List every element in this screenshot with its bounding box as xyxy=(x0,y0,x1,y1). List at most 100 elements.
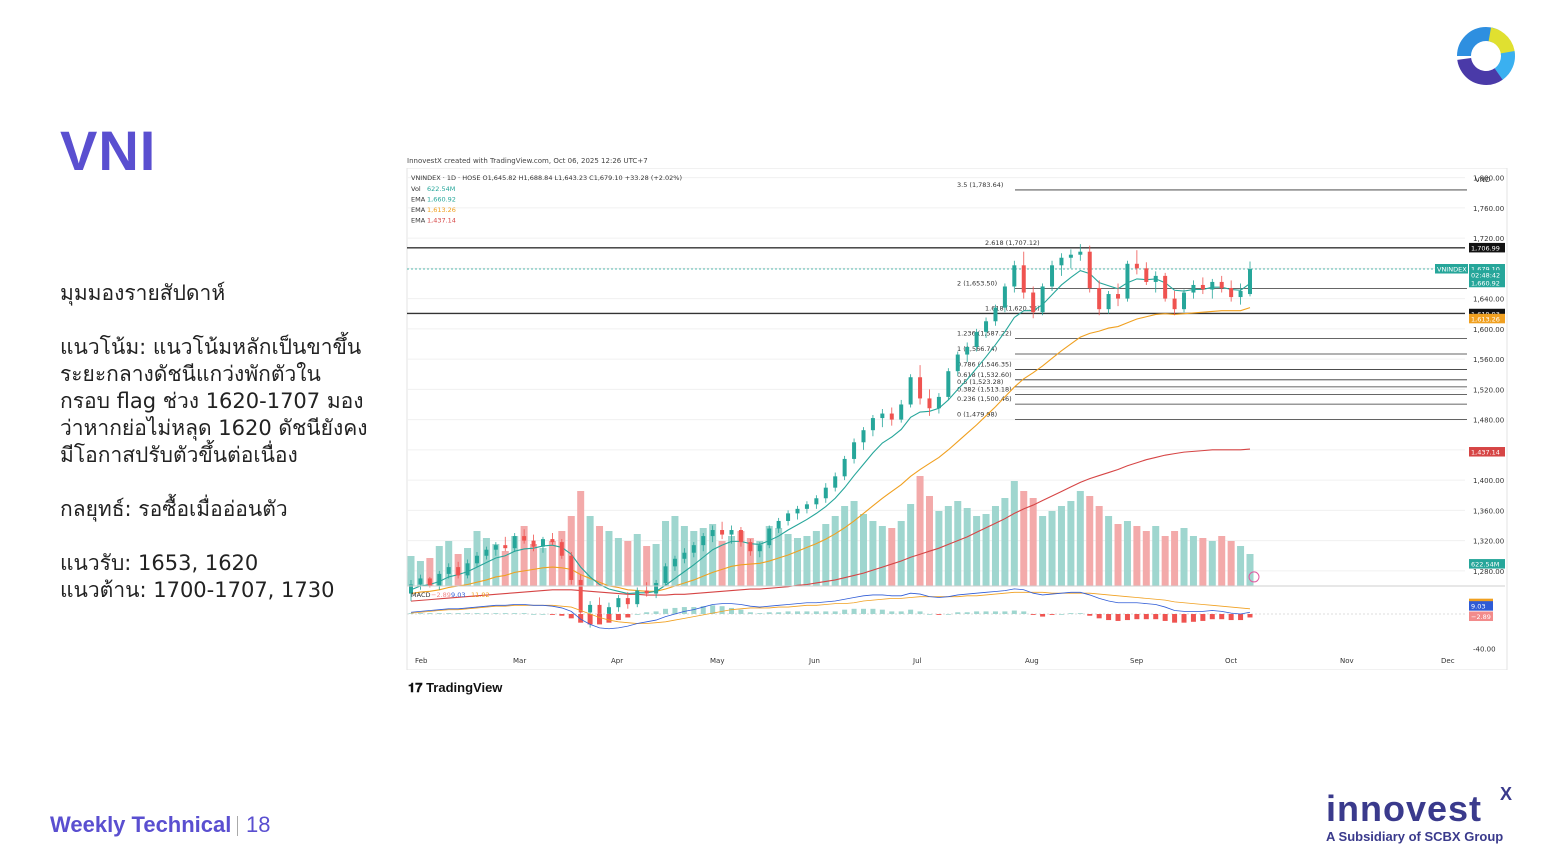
volume-bar xyxy=(1048,511,1056,586)
x-tick-label: Aug xyxy=(1025,657,1039,665)
page-number: 18 xyxy=(246,812,271,837)
fib-level-label: 3.5 (1,783.64) xyxy=(957,181,1003,189)
candle-body xyxy=(1059,257,1064,266)
price-badge-label: 02:48:42 xyxy=(1471,272,1500,280)
brand-x-mark: X xyxy=(1500,784,1513,804)
candle-body xyxy=(823,487,828,499)
volume-bar xyxy=(605,531,613,586)
macd-histogram-bar xyxy=(992,611,998,614)
macd-histogram-bar xyxy=(1058,614,1064,615)
candle-body xyxy=(1097,287,1102,310)
macd-histogram-bar xyxy=(860,608,866,614)
candle-body xyxy=(512,536,517,549)
innovest-ring-logo-icon xyxy=(1457,26,1515,85)
candle-body xyxy=(409,584,413,594)
price-badge xyxy=(1469,308,1505,319)
tradingview-mark-icon: 𝟏𝟕 xyxy=(408,680,427,695)
price-badge-label: VNINDEX xyxy=(1437,266,1467,274)
candle-body xyxy=(1002,286,1007,308)
price-badge-label: 1,437.14 xyxy=(1471,449,1500,457)
candle-body xyxy=(1078,251,1083,255)
macd-histogram-bar xyxy=(691,607,697,614)
macd-histogram-bar xyxy=(483,613,489,614)
macd-histogram-bar xyxy=(531,614,537,615)
macd-histogram-bar xyxy=(465,613,471,614)
volume-bar xyxy=(624,541,632,586)
macd-histogram-bar xyxy=(757,613,763,614)
price-badge xyxy=(1469,242,1505,253)
y-tick-label: 1,560.00 xyxy=(1473,356,1504,364)
x-tick-label: Mar xyxy=(513,657,526,665)
x-tick-label: May xyxy=(710,657,724,665)
macd-histogram-bar xyxy=(625,614,631,618)
macd-line xyxy=(410,588,1251,630)
candle-body xyxy=(899,404,904,420)
y-tick-label: 1,720.00 xyxy=(1473,235,1504,243)
candle-body xyxy=(569,555,574,580)
x-tick-label: Jul xyxy=(912,657,922,665)
volume-bar xyxy=(1189,536,1197,586)
ema-mid-line xyxy=(410,307,1251,595)
y-tick-label: 1,600.00 xyxy=(1473,326,1504,334)
y-tick-label: 1,360.00 xyxy=(1473,507,1504,515)
volume-bar xyxy=(859,514,867,586)
candle-body xyxy=(757,545,762,552)
macd-histogram-bar xyxy=(1181,614,1187,623)
macd-histogram-bar xyxy=(710,605,716,614)
ema-fast-line xyxy=(410,269,1251,595)
candle-body xyxy=(1182,292,1187,310)
candle-body xyxy=(870,418,875,431)
macd-histogram-bar xyxy=(1049,614,1055,615)
candle-body xyxy=(550,539,555,543)
candle-body xyxy=(1144,268,1149,282)
price-badge xyxy=(1469,313,1505,324)
volume-bar xyxy=(1208,541,1216,586)
price-badge xyxy=(1469,559,1505,569)
x-tick-label: Feb xyxy=(415,657,428,665)
macd-tick-label: -40.00 xyxy=(1473,646,1496,654)
macd-histogram-bar xyxy=(964,612,970,614)
price-badge xyxy=(1469,264,1505,274)
volume-bar xyxy=(662,521,670,586)
macd-histogram-bar xyxy=(955,612,961,614)
legend-value: 1,660.92 xyxy=(427,196,456,204)
candle-body xyxy=(427,578,432,586)
macd-histogram-bar xyxy=(823,611,829,614)
macd-histogram-bar xyxy=(512,613,518,614)
volume-bar xyxy=(1142,531,1150,586)
y-tick-label: 1,640.00 xyxy=(1473,296,1504,304)
candle-body xyxy=(776,520,781,529)
macd-histogram-bar xyxy=(615,614,621,621)
macd-histogram-bar xyxy=(597,614,603,625)
macd-histogram-bar xyxy=(587,614,593,625)
candle-body xyxy=(1125,263,1130,299)
macd-histogram-bar xyxy=(446,613,452,614)
candle-body xyxy=(418,578,423,585)
legend-value: 1,613.26 xyxy=(427,206,456,214)
candle-body xyxy=(606,607,611,615)
macd-histogram-bar xyxy=(879,609,885,614)
volume-bar xyxy=(633,534,641,586)
volume-bar xyxy=(1180,528,1188,586)
legend-label: EMA xyxy=(411,196,426,204)
candle-body xyxy=(1219,281,1224,288)
macd-histogram-bar xyxy=(1087,614,1093,616)
volume-bar xyxy=(511,536,519,586)
volume-bar xyxy=(991,506,999,586)
candle-body xyxy=(965,346,970,355)
weekly-view-text: มุมมองรายสัปดาห์ แนวโน้ม: แนวโน้มหลักเป็… xyxy=(60,280,390,604)
candle-body xyxy=(955,354,960,372)
candle-body xyxy=(710,530,715,537)
volume-bar xyxy=(944,506,952,586)
volume-bar xyxy=(690,531,698,586)
volume-bar xyxy=(765,526,773,586)
volume-bar xyxy=(822,524,830,586)
fib-level-label: 0.618 (1,532.60) xyxy=(957,371,1012,379)
candle-body xyxy=(1163,275,1168,299)
candle-body xyxy=(540,539,545,547)
candle-body xyxy=(616,598,621,608)
macd-histogram-bar xyxy=(719,606,725,614)
volume-bar xyxy=(1039,516,1047,586)
macd-histogram-bar xyxy=(1077,613,1083,614)
candle-body xyxy=(493,545,498,550)
